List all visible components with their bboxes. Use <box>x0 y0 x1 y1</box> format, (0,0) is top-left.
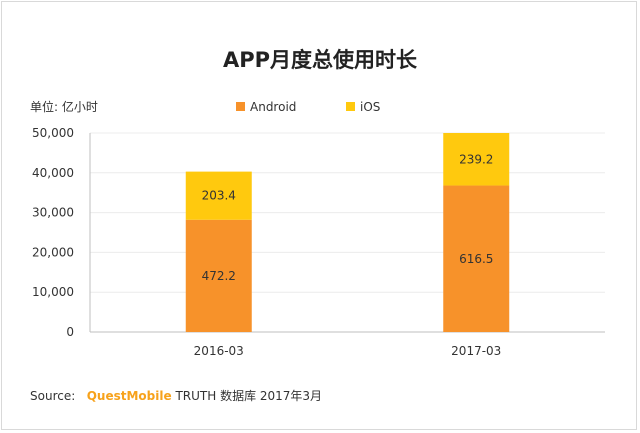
data-label: 239.2 <box>459 152 493 166</box>
unit-label: 单位: 亿小时 <box>30 99 98 114</box>
data-label: 472.2 <box>202 269 236 283</box>
bar-android-2016-03 <box>185 219 252 332</box>
bar-ios-2016-03 <box>185 171 252 220</box>
y-tick-label: 20,000 <box>32 245 74 259</box>
legend-label-ios: iOS <box>360 100 380 114</box>
legend-swatch-ios <box>346 102 355 111</box>
source-prefix: Source: <box>30 389 76 403</box>
data-label: 616.5 <box>459 252 493 266</box>
x-tick-label: 2017-03 <box>451 344 501 358</box>
legend-label-android: Android <box>250 100 296 114</box>
data-label: 203.4 <box>202 189 236 203</box>
legend-swatch-android <box>236 102 245 111</box>
source-brand: QuestMobile <box>86 389 172 403</box>
legend: Android iOS <box>236 100 380 114</box>
y-tick-label: 50,000 <box>32 126 74 140</box>
y-tick-label: 10,000 <box>32 285 74 299</box>
x-axis: 2016-03 2017-03 <box>194 344 502 358</box>
source-line: Source: QuestMobile TRUTH 数据库 2017年3月 <box>30 387 322 404</box>
x-tick-label: 2016-03 <box>194 344 244 358</box>
bar-ios-2017-03 <box>443 133 510 186</box>
bars: 472.2 203.4 616.5 239.2 <box>185 133 510 332</box>
bar-android-2017-03 <box>443 185 510 332</box>
chart-title: APP月度总使用时长 <box>223 48 418 72</box>
y-tick-label: 30,000 <box>32 206 74 220</box>
grid <box>89 132 605 333</box>
y-tick-label: 0 <box>66 325 74 339</box>
source-rest: TRUTH 数据库 2017年3月 <box>175 389 323 403</box>
y-axis: 50,000 40,000 30,000 20,000 10,000 0 <box>32 126 74 339</box>
y-tick-label: 40,000 <box>32 166 74 180</box>
